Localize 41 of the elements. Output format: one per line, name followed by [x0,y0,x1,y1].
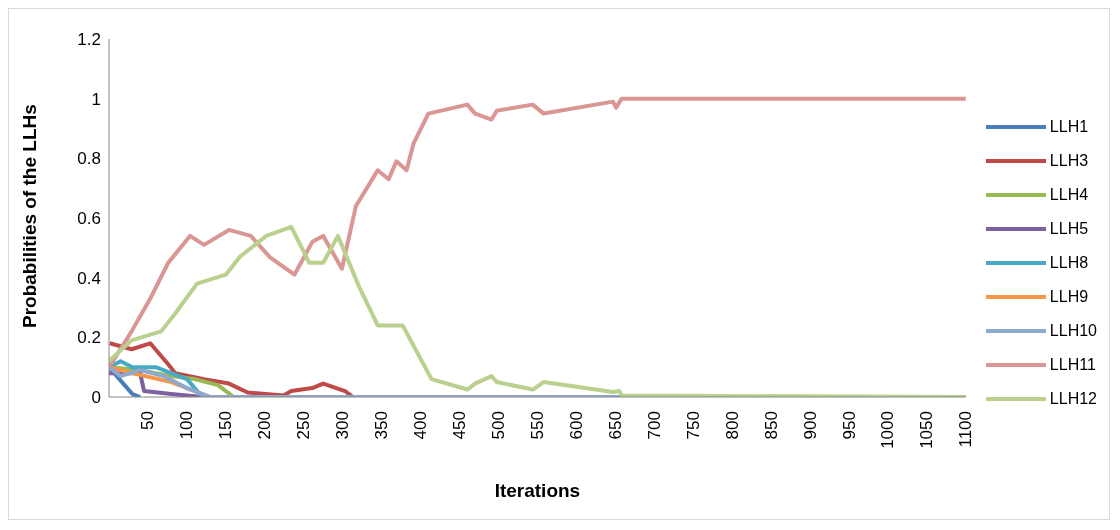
y-tick-label: 0.4 [77,268,101,288]
legend-label: LLH12 [1049,390,1097,408]
x-tick-label: 550 [527,411,547,440]
legend-label: LLH4 [1049,186,1089,204]
x-tick-label: 800 [722,411,742,440]
x-tick-label: 450 [450,411,470,440]
x-tick-label: 300 [333,411,353,440]
y-tick-label: 0 [91,388,101,408]
y-tick-label: 0.6 [77,209,101,229]
x-tick-label: 950 [839,411,859,440]
x-tick-label: 200 [255,411,275,440]
x-tick-label: 1000 [878,411,898,449]
legend-label: LLH10 [1049,322,1097,340]
x-tick-label: 900 [800,411,820,440]
x-tick-label: 250 [294,411,314,440]
legend-label: LLH1 [1049,118,1089,136]
y-tick-label: 1 [91,89,101,109]
x-axis-title: Iterations [494,480,581,501]
x-tick-label: 50 [138,411,158,430]
x-tick-label: 1100 [956,411,976,448]
y-tick-label: 0.2 [77,328,101,348]
x-tick-label: 700 [644,411,664,440]
legend-label: LLH11 [1049,356,1096,374]
legend-label: LLH8 [1049,254,1089,272]
legend-label: LLH9 [1049,288,1089,306]
x-tick-label: 350 [372,411,392,440]
y-axis-title: Probabilities of the LLHs [18,104,40,328]
x-tick-label: 750 [683,411,703,440]
x-tick-label: 150 [216,411,236,440]
x-tick-label: 850 [761,411,781,440]
y-tick-label: 0.8 [77,149,101,169]
x-tick-label: 400 [411,411,431,440]
legend-label: LLH5 [1049,220,1089,238]
x-tick-label: 1050 [917,411,937,449]
legend-label: LLH3 [1049,152,1089,170]
x-tick-label: 500 [488,411,508,440]
line-series [109,96,966,370]
x-tick-label: 600 [566,411,586,440]
x-tick-label: 100 [177,411,197,440]
y-tick-label: 1.2 [77,30,101,50]
x-tick-label: 650 [605,411,625,440]
